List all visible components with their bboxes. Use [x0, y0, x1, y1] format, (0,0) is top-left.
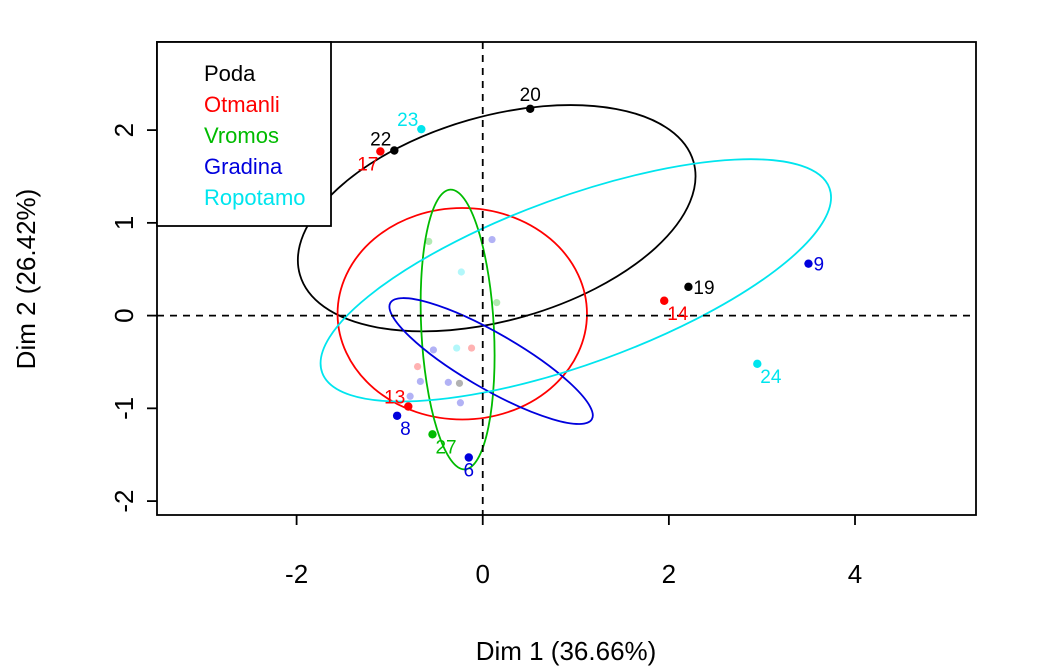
- legend-entry-otmanli: Otmanli: [204, 92, 280, 117]
- ellipse-ropotamo: [319, 158, 832, 403]
- faded-point: [425, 237, 433, 246]
- point-label-20: 20: [520, 85, 541, 106]
- point-13: [404, 402, 413, 411]
- point-22: [390, 146, 399, 155]
- confidence-ellipses: [296, 104, 832, 471]
- point-6: [464, 453, 473, 462]
- legend-entry-gradina: Gradina: [204, 154, 283, 179]
- faded-point: [493, 299, 501, 307]
- x-tick-label: -2: [285, 559, 308, 589]
- ellipse-gradina: [388, 297, 594, 425]
- labeled-points: 20 22 19 17 14 13 27 9 8 6 23 24: [357, 85, 824, 482]
- y-axis-title: Dim 2 (26.42%): [11, 189, 41, 370]
- point-label-23: 23: [397, 110, 418, 131]
- point-label-13: 13: [384, 387, 405, 408]
- point-24: [753, 359, 762, 369]
- faded-point: [416, 377, 424, 386]
- point-label-17: 17: [357, 154, 378, 175]
- point-9: [804, 259, 813, 268]
- point-label-19: 19: [693, 278, 714, 299]
- legend: Poda Otmanli Vromos Gradina Ropotamo: [156, 41, 332, 227]
- x-tick-label: 2: [662, 559, 676, 589]
- legend-entry-vromos: Vromos: [204, 123, 279, 148]
- faded-point: [444, 378, 452, 386]
- point-label-9: 9: [813, 255, 824, 276]
- x-tick-label: 4: [848, 559, 862, 589]
- faded-point: [457, 268, 465, 276]
- legend-entry-ropotamo: Ropotamo: [204, 185, 306, 210]
- ellipse-otmanli: [336, 207, 588, 421]
- legend-entry-poda: Poda: [204, 61, 256, 86]
- point-19: [684, 282, 693, 292]
- point-14: [660, 296, 669, 305]
- x-tick-label: 0: [476, 559, 490, 589]
- point-label-27: 27: [435, 437, 456, 458]
- point-23: [417, 124, 426, 134]
- faded-point: [488, 235, 496, 244]
- point-20: [526, 104, 535, 113]
- faded-point: [455, 379, 464, 387]
- reference-lines: [157, 42, 976, 515]
- faded-points: [406, 235, 501, 407]
- plot-frame: [156, 41, 977, 516]
- y-tick-label: 0: [109, 308, 139, 322]
- point-17: [376, 147, 385, 156]
- faded-point: [406, 392, 414, 400]
- faded-point: [413, 363, 422, 371]
- x-axis-title: Dim 1 (36.66%): [476, 636, 657, 666]
- faded-point: [467, 344, 476, 352]
- y-tick-label: -2: [109, 490, 139, 513]
- y-tick-label: 2: [109, 123, 139, 137]
- faded-point: [456, 399, 465, 407]
- y-tick-label: -1: [109, 397, 139, 420]
- point-27: [428, 430, 437, 439]
- legend-box: [156, 41, 332, 227]
- ellipse-vromos: [419, 188, 496, 471]
- faded-point: [453, 344, 461, 352]
- point-label-24: 24: [760, 367, 782, 388]
- point-label-22: 22: [370, 130, 391, 151]
- faded-point: [429, 346, 438, 354]
- point-label-8: 8: [400, 419, 411, 440]
- point-label-6: 6: [463, 460, 474, 481]
- point-label-14: 14: [667, 304, 689, 325]
- y-tick-label: 1: [109, 216, 139, 230]
- point-8: [392, 411, 402, 420]
